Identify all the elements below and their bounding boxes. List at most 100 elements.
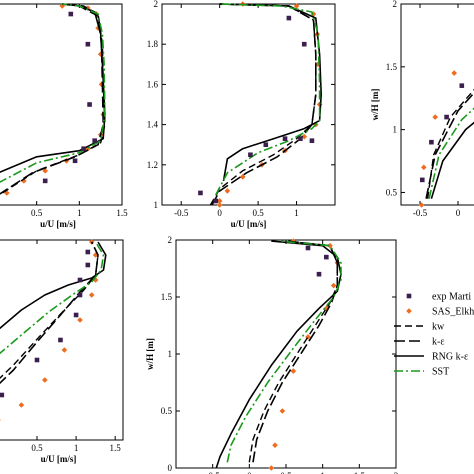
- series-sas-point: [88, 292, 95, 298]
- x-tick-label: 0.5: [280, 471, 292, 474]
- series-sas-point: [418, 202, 425, 208]
- legend-exp-symbol: [406, 293, 412, 299]
- series-sas-point: [279, 408, 286, 414]
- series-exp-point: [419, 177, 425, 183]
- y-tick-label: 1: [393, 125, 398, 135]
- series-exp-point: [0, 392, 5, 398]
- series-exp-point: [73, 312, 79, 318]
- plot-series-area: [418, 70, 474, 208]
- plot-frame: [0, 3, 123, 206]
- y-tick-label: 1.4: [147, 120, 159, 130]
- series-sas-point: [239, 174, 246, 180]
- x-tick-label: -0.5: [413, 208, 428, 218]
- x-tick-label: 2: [394, 471, 399, 474]
- series-exp-point: [85, 249, 91, 255]
- x-tick-label: 0.5: [252, 208, 264, 218]
- plot-series-area: [0, 239, 107, 421]
- series-sas-point: [327, 242, 333, 249]
- series-exp-point: [282, 136, 288, 141]
- x-tick-label: -0.5: [174, 208, 189, 218]
- series-sas-point: [305, 334, 311, 340]
- series-sst-line: [226, 240, 342, 463]
- series-exp-point: [34, 357, 40, 363]
- series-sas-point: [216, 202, 223, 208]
- series-ke-line: [0, 3, 104, 195]
- series-ke-line: [425, 91, 474, 199]
- legend-item-ke: k-ε: [394, 337, 445, 348]
- y-tick-label: 2: [168, 235, 173, 245]
- series-exp-point: [309, 138, 315, 143]
- series-exp-point: [72, 158, 78, 164]
- series-sst-line: [215, 3, 321, 196]
- x-tick-label: 1.5: [110, 443, 122, 453]
- y-axis-label: w/H [m]: [370, 89, 380, 121]
- y-tick-label: 1: [168, 349, 173, 359]
- y-tick-label: 0: [168, 463, 173, 473]
- plot-p4: 0.5 1 1.5 u/U [m/s]: [0, 239, 124, 464]
- x-tick-label: 0.5: [31, 443, 43, 453]
- series-sas-point: [421, 164, 427, 171]
- series-sas-point: [18, 402, 25, 408]
- series-exp-point: [85, 41, 91, 47]
- series-exp-point: [87, 102, 92, 107]
- x-tick-label: 1: [74, 443, 79, 453]
- x-tick-label: 1: [77, 208, 82, 218]
- series-exp-point: [286, 15, 292, 21]
- series-exp-point: [248, 152, 253, 158]
- legend-item-exp: exp Marti: [406, 292, 471, 303]
- plot-frame: [161, 3, 336, 206]
- x-axis-label: u/U [m/s]: [41, 454, 77, 464]
- legend-item-kw: kw: [394, 322, 445, 333]
- series-exp-point: [298, 136, 303, 141]
- x-tick-label: 0.5: [31, 208, 43, 218]
- series-exp-point: [92, 138, 97, 143]
- x-tick-label: -0.5: [206, 471, 221, 474]
- series-exp-point: [198, 190, 203, 196]
- series-sas-point: [293, 3, 300, 9]
- y-tick-label: 2: [154, 0, 159, 9]
- x-tick-label: 0: [247, 471, 252, 474]
- legend-item-sst: SST: [394, 367, 449, 378]
- series-exp-point: [42, 178, 48, 184]
- series-ke-line: [0, 241, 99, 385]
- y-tick-label: 1.5: [161, 292, 173, 302]
- x-tick-label: 0: [217, 208, 222, 218]
- series-sas-point: [97, 51, 104, 58]
- series-sas-point: [290, 368, 297, 374]
- series-sas-point: [42, 168, 48, 174]
- y-tick-label: 1.6: [147, 79, 159, 89]
- series-sas-point: [21, 178, 27, 184]
- series-sas-point: [42, 377, 48, 383]
- plot-series-area: [198, 1, 323, 208]
- series-sas-point: [301, 133, 308, 140]
- series-exp-point: [213, 198, 219, 204]
- plot-p1: 00.511.5u/U [m/s]: [0, 3, 128, 229]
- series-sas-point: [216, 198, 223, 204]
- series-sas-point: [272, 442, 278, 448]
- series-sst-line: [428, 107, 474, 199]
- legend-label: SST: [432, 367, 449, 378]
- series-exp-point: [301, 41, 307, 47]
- y-tick-label: 1.8: [147, 39, 159, 49]
- series-sas-point: [77, 317, 83, 323]
- legend-label: k-ε: [432, 337, 445, 348]
- series-sas-point: [61, 347, 68, 353]
- series-exp-point: [429, 139, 434, 145]
- series-exp-point: [77, 292, 83, 298]
- plot-p5: -0.500.511.5200.511.52u/U [m/s]w/H [m]: [145, 235, 398, 474]
- plot-p3: -0.5 0 0.5 1 1.5 2 w/H [m]: [370, 0, 474, 218]
- series-sas-point: [330, 282, 337, 289]
- series-rng-line: [430, 121, 474, 199]
- legend-item-sas: SAS_Elkh: [406, 307, 474, 318]
- plot-p2: -0.5 0 0.5 1 1 1.2 1.4 1.6 1.8 2 u/U [m/s]: [147, 0, 336, 229]
- y-tick-label: 0.5: [161, 406, 173, 416]
- series-exp-point: [305, 245, 311, 251]
- x-tick-label: 1.5: [354, 471, 366, 474]
- legend-label: exp Marti: [432, 292, 471, 303]
- series-sas-point: [451, 70, 457, 76]
- x-tick-label: 1: [294, 208, 299, 218]
- legend-label: RNG k-ε: [432, 352, 468, 363]
- series-ke-line: [252, 240, 339, 463]
